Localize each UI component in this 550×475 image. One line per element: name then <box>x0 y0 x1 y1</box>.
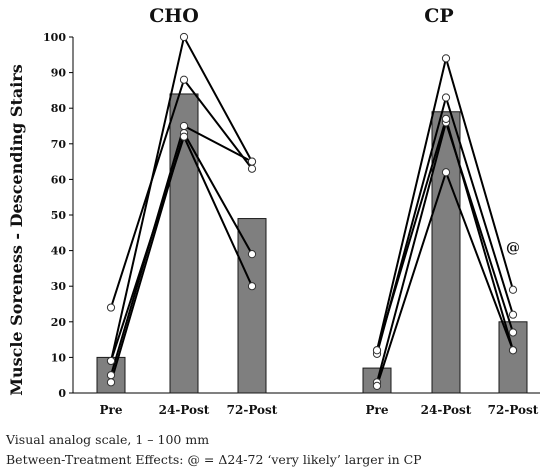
y-tick-label: 0 <box>58 387 66 400</box>
individual-point <box>179 75 189 84</box>
y-tick-label: 100 <box>43 31 66 44</box>
x-category-label: 72-Post <box>227 403 278 417</box>
individual-point <box>441 93 451 102</box>
chart-labels: 0 10 20 30 40 50 60 70 80 90 100 Muscle Soreness - … <box>7 5 539 417</box>
y-tick-label: 50 <box>51 209 67 222</box>
individual-point <box>106 303 116 312</box>
individual-point <box>508 328 518 337</box>
y-tick-label: 30 <box>51 280 67 293</box>
individual-point <box>247 157 257 166</box>
note-effects: Between-Treatment Effects: @ = Δ24-72 ‘v… <box>6 452 422 467</box>
individual-point <box>179 121 189 131</box>
y-tick-label: 10 <box>51 351 67 364</box>
individual-point <box>247 164 257 173</box>
x-category-label: 72-Post <box>488 403 539 417</box>
individual-point <box>247 250 257 259</box>
individual-point <box>372 381 382 390</box>
x-category-label: 24-Post <box>159 403 210 417</box>
note-scale: Visual analog scale, 1 – 100 mm <box>6 432 210 447</box>
individual-point <box>508 310 518 319</box>
y-tick-label: 60 <box>51 173 67 186</box>
panel-title: CP <box>424 5 453 27</box>
individual-point <box>441 168 451 177</box>
individual-point <box>106 356 116 366</box>
x-category-label: Pre <box>366 403 389 417</box>
bar <box>237 218 267 394</box>
x-category-label: 24-Post <box>421 403 472 417</box>
individual-point <box>179 32 189 42</box>
individual-point <box>441 54 451 63</box>
y-tick-label: 40 <box>51 245 67 258</box>
individual-points <box>106 32 518 390</box>
muscle-soreness-chart: 0 10 20 30 40 50 60 70 80 90 100 Muscle Soreness - … <box>7 5 540 417</box>
axes <box>69 36 540 394</box>
individual-point <box>508 346 518 355</box>
individual-point <box>179 132 189 141</box>
individual-point <box>106 378 116 387</box>
bar <box>169 93 199 394</box>
y-axis-label: Muscle Soreness - Descending Stairs <box>7 64 26 395</box>
panel-title: CHO <box>149 5 199 27</box>
individual-point <box>247 282 257 291</box>
bar <box>498 321 528 394</box>
y-tick-label: 20 <box>51 316 67 329</box>
individual-point <box>106 371 116 380</box>
individual-point <box>441 114 451 123</box>
y-tick-label: 90 <box>51 67 67 80</box>
y-tick-label: 80 <box>51 102 67 115</box>
y-tick-label: 70 <box>51 138 67 151</box>
effect-annotation: @ <box>506 240 520 256</box>
individual-point <box>508 285 518 294</box>
individual-point <box>372 346 382 355</box>
x-category-label: Pre <box>100 403 123 417</box>
